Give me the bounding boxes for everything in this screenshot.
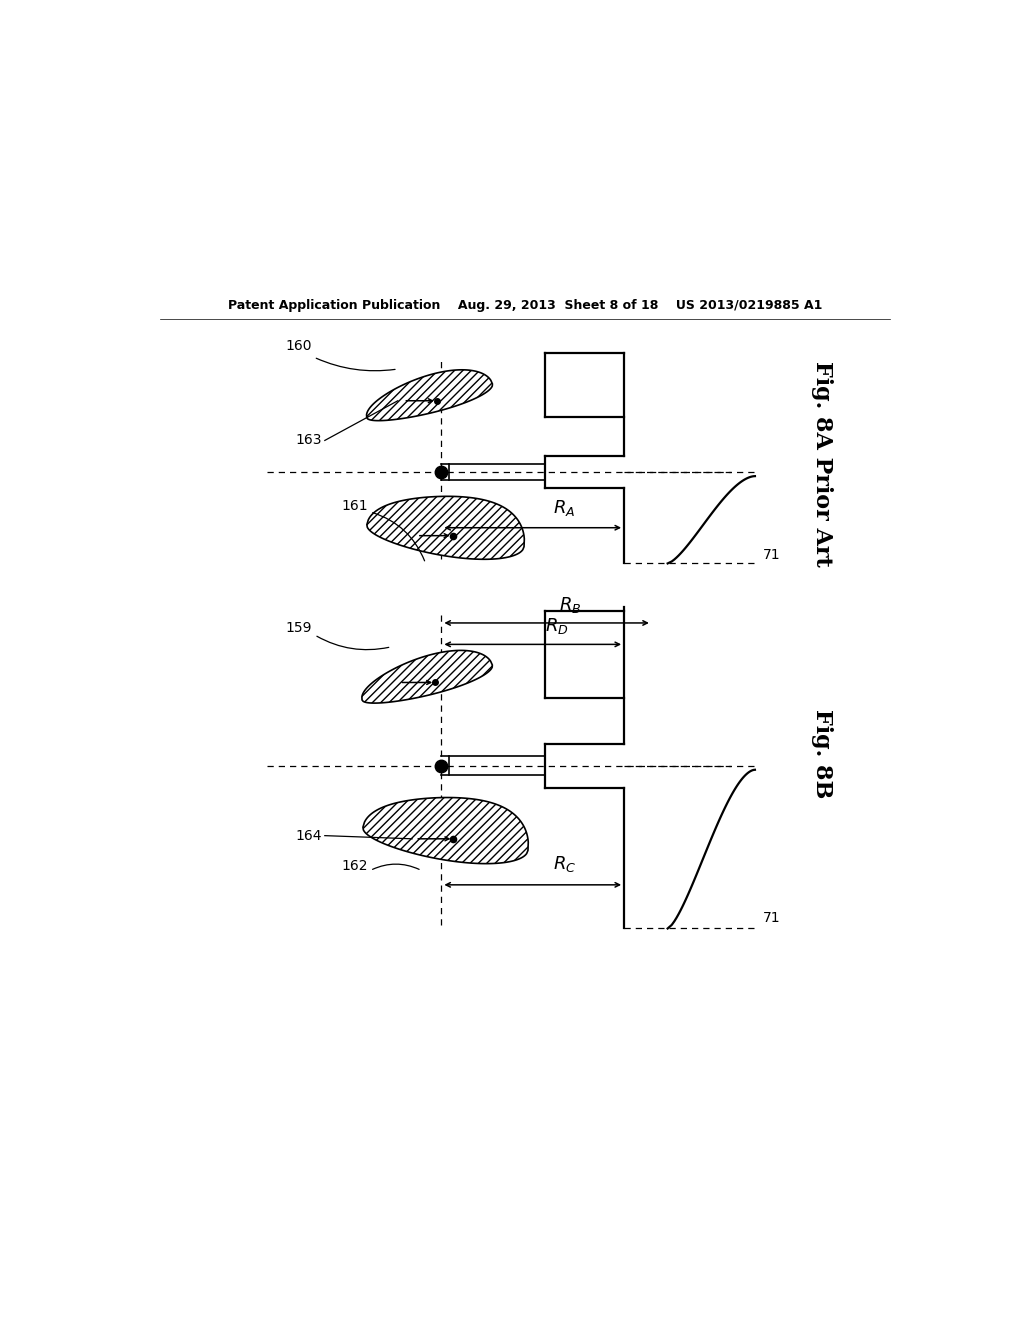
Text: Fig. 8A Prior Art: Fig. 8A Prior Art: [811, 362, 834, 568]
Text: 162: 162: [341, 859, 368, 873]
Text: 161: 161: [341, 499, 368, 513]
Polygon shape: [367, 496, 524, 560]
Text: $R_B$: $R_B$: [559, 595, 582, 615]
Text: 160: 160: [286, 339, 312, 354]
Text: 71: 71: [763, 548, 780, 562]
Text: $R_C$: $R_C$: [553, 854, 577, 874]
Polygon shape: [367, 370, 493, 421]
Text: 159: 159: [286, 620, 312, 635]
Text: 163: 163: [296, 433, 323, 447]
Text: 164: 164: [296, 829, 323, 842]
Text: $R_A$: $R_A$: [553, 498, 575, 519]
Polygon shape: [361, 651, 493, 704]
Text: Patent Application Publication    Aug. 29, 2013  Sheet 8 of 18    US 2013/021988: Patent Application Publication Aug. 29, …: [227, 300, 822, 312]
Text: 71: 71: [763, 911, 780, 925]
Text: $R_D$: $R_D$: [545, 616, 568, 636]
Text: Fig. 8B: Fig. 8B: [811, 709, 834, 799]
Polygon shape: [362, 797, 528, 863]
